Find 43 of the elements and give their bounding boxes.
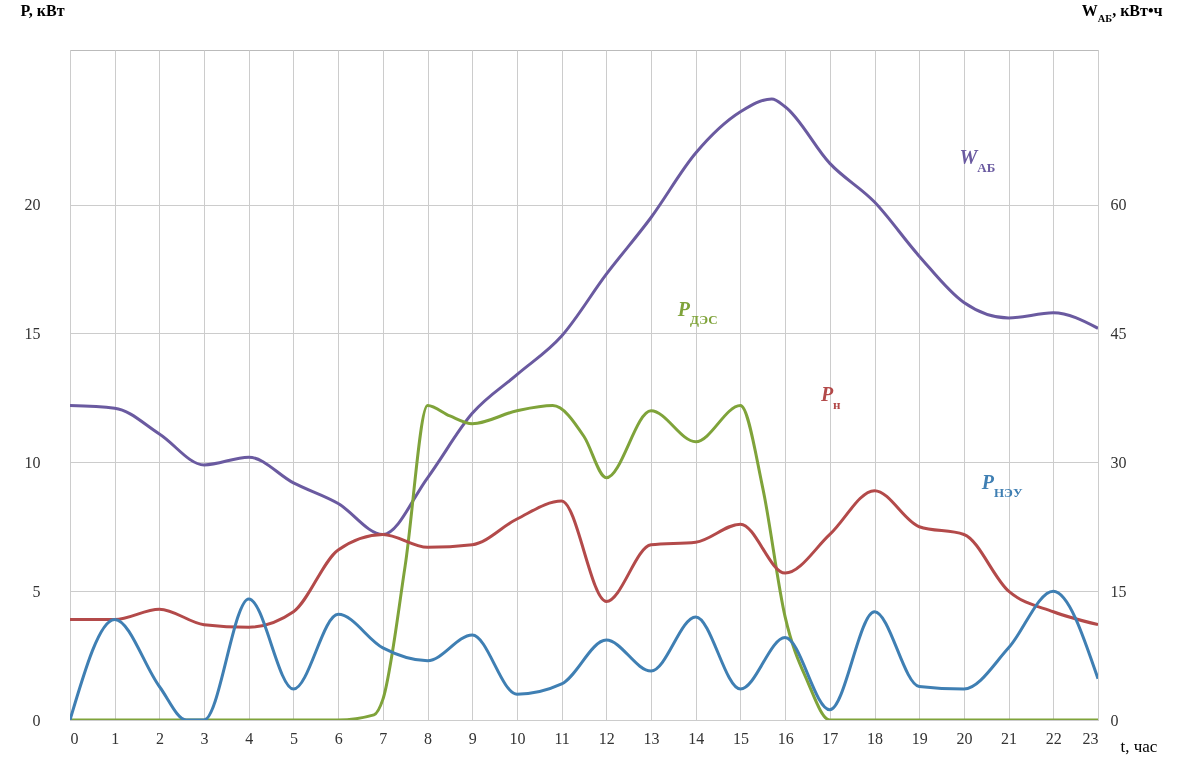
y-tick-label: 20 <box>24 196 41 214</box>
x-tick-label: 7 <box>379 729 388 747</box>
x-tick-label: 1 <box>111 729 120 747</box>
x-tick-label: 10 <box>509 729 526 747</box>
x-tick-label: 14 <box>688 729 705 747</box>
x-tick-label: 16 <box>777 729 794 747</box>
y-tick-label: 15 <box>24 324 41 342</box>
text: P$_{НЭУ}$ <box>980 470 1023 500</box>
y2-tick-label: 15 <box>1110 582 1127 600</box>
x-tick-label: 21 <box>1001 729 1018 747</box>
x-tick-label: 5 <box>289 729 298 747</box>
x-tick-label: 4 <box>245 729 254 747</box>
y2-tick-label: 30 <box>1110 453 1127 471</box>
x-tick-label: 12 <box>598 729 615 747</box>
x-tick-label: 3 <box>200 729 209 747</box>
text: P$_{ДЭС}$ <box>676 298 718 327</box>
y2-axis-title: W$_{АБ}$, кВт•ч <box>1081 1 1163 23</box>
y-tick-label: 5 <box>32 582 41 600</box>
x-tick-label: 22 <box>1045 729 1062 747</box>
x-tick-label: 8 <box>424 729 433 747</box>
y-axis-title: P, кВт <box>20 1 65 19</box>
x-tick-label: 17 <box>822 729 839 747</box>
x-tick-label: 6 <box>334 729 343 747</box>
x-tick-label: 20 <box>956 729 973 747</box>
x-tick-label: 2 <box>155 729 164 747</box>
x-tick-label: 15 <box>732 729 749 747</box>
x-tick-label: 0 <box>70 729 79 747</box>
x-tick-label: 23 <box>1082 729 1099 747</box>
line-series <box>70 489 1098 629</box>
x-tick-label: 9 <box>468 729 477 747</box>
text: P$_{н}$ <box>819 383 842 412</box>
y2-tick-label: 0 <box>1110 711 1119 729</box>
y2-tick-label: 45 <box>1110 324 1127 342</box>
x-tick-label: 19 <box>911 729 928 747</box>
x-axis-title: t, час <box>1120 736 1158 756</box>
x-tick-label: 18 <box>867 729 884 747</box>
line-series <box>70 97 1098 536</box>
x-tick-label: 11 <box>554 729 570 747</box>
x-tick-label: 13 <box>643 729 660 747</box>
y-tick-label: 10 <box>24 453 41 471</box>
y2-tick-label: 60 <box>1110 196 1127 214</box>
text: W$_{АБ}$ <box>959 146 996 175</box>
y-tick-label: 0 <box>32 711 41 729</box>
